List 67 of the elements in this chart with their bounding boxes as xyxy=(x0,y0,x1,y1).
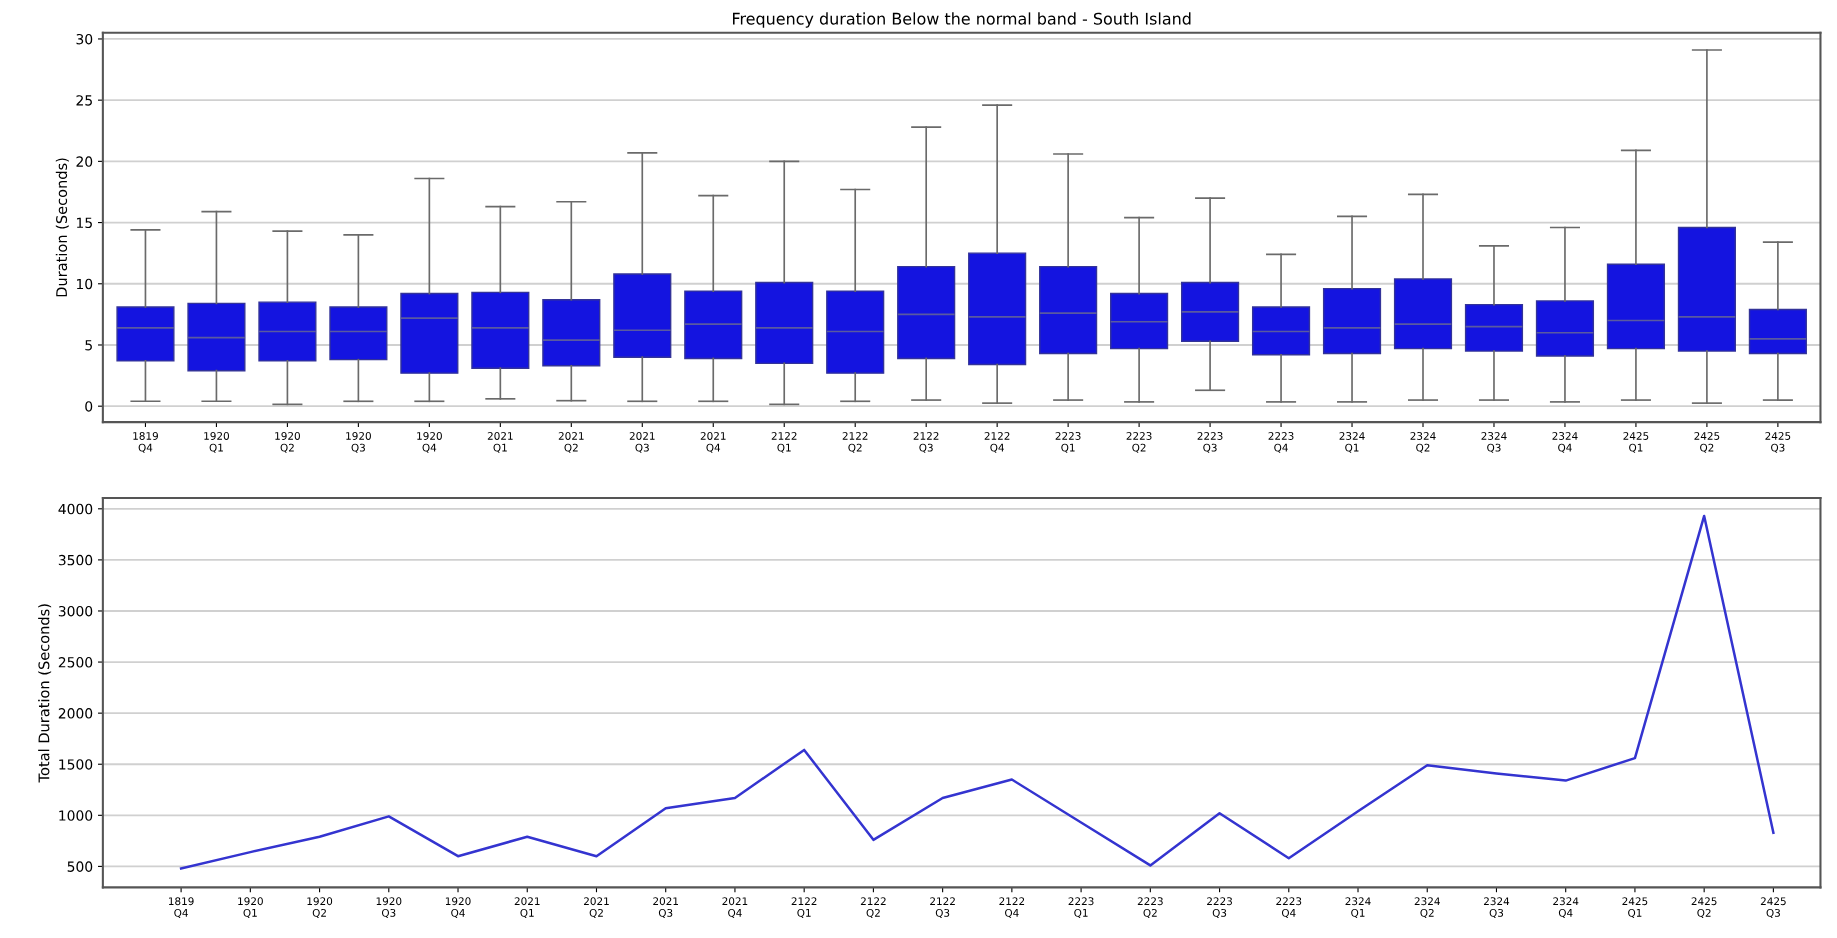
x-tick-label: 2021 Q3 xyxy=(653,897,678,918)
line-series xyxy=(179,514,1775,870)
x-tick-label: 2122 Q3 xyxy=(913,432,939,453)
y-tick-label: 2000 xyxy=(58,708,93,719)
x-tick-label: 2324 Q1 xyxy=(1339,432,1365,453)
x-tick-label: 2122 Q1 xyxy=(771,432,797,453)
y-tick-label: 25 xyxy=(76,95,92,106)
x-tick-label: 2122 Q2 xyxy=(860,897,886,918)
x-tick-label: 1920 Q1 xyxy=(238,897,263,918)
y-tick-label: 1000 xyxy=(59,810,93,821)
x-tick-label: 2223 Q4 xyxy=(1268,432,1294,453)
x-tick-label: 2324 Q2 xyxy=(1410,432,1436,453)
y-tick-label: 500 xyxy=(67,861,93,872)
x-tick-label: 1920 Q4 xyxy=(417,432,442,453)
y-tick-label: 30 xyxy=(76,33,93,45)
x-tick-label: 2122 Q2 xyxy=(842,432,868,453)
x-tick-label: 2425 Q2 xyxy=(1694,432,1720,453)
x-tick-label: 2021 Q4 xyxy=(722,897,748,918)
x-tick-label: 2122 Q4 xyxy=(984,432,1010,453)
y-axis-title: Total Duration (Seconds) xyxy=(38,604,52,783)
x-tick-label: 2223 Q1 xyxy=(1055,432,1081,453)
y-tick-label: 3500 xyxy=(58,554,93,566)
y-tick-label: 4000 xyxy=(58,503,93,515)
x-tick-label: 2425 Q3 xyxy=(1760,897,1786,918)
x-tick-label: 2425 Q3 xyxy=(1765,432,1791,453)
x-tick-label: 1920 Q3 xyxy=(376,897,402,918)
y-axis-title: Duration (Seconds) xyxy=(55,158,69,297)
y-tick-label: 10 xyxy=(77,278,93,290)
x-tick-label: 2021 Q1 xyxy=(487,432,513,453)
x-tick-label: 1920 Q2 xyxy=(307,897,333,918)
x-tick-label: 2021 Q4 xyxy=(700,432,726,453)
x-tick-label: 1920 Q1 xyxy=(204,432,229,453)
x-tick-label: 1920 Q3 xyxy=(346,432,371,453)
x-tick-label: 2324 Q4 xyxy=(1552,432,1578,453)
x-tick-label: 2324 Q3 xyxy=(1481,432,1507,453)
x-tick-label: 2223 Q3 xyxy=(1197,432,1223,453)
chart-title: Frequency duration Below the normal band - South Island xyxy=(733,12,1191,28)
x-tick-label: 1819 Q4 xyxy=(133,432,158,453)
x-tick-label: 2021 Q1 xyxy=(514,897,540,918)
x-tick-label: 2425 Q2 xyxy=(1691,897,1717,918)
x-tick-label: 2425 Q1 xyxy=(1622,897,1648,918)
x-tick-label: 2223 Q1 xyxy=(1068,897,1094,918)
x-tick-label: 2021 Q3 xyxy=(629,432,655,453)
x-tick-label: 2223 Q4 xyxy=(1276,897,1302,918)
x-tick-label: 2324 Q3 xyxy=(1483,897,1510,918)
y-tick-label: 1500 xyxy=(59,759,93,770)
x-tick-label: 2122 Q3 xyxy=(930,897,955,918)
x-tick-label: 2223 Q3 xyxy=(1207,897,1232,918)
x-tick-label: 2324 Q2 xyxy=(1414,897,1440,918)
x-tick-label: 1920 Q2 xyxy=(275,432,300,453)
x-tick-label: 2021 Q2 xyxy=(583,897,609,918)
y-tick-label: 15 xyxy=(77,217,92,229)
y-tick-label: 20 xyxy=(76,156,93,167)
x-tick-label: 2021 Q2 xyxy=(558,432,584,453)
x-tick-label: 2324 Q1 xyxy=(1345,897,1371,918)
x-tick-label: 1920 Q4 xyxy=(445,897,471,918)
y-tick-label: 2500 xyxy=(58,657,93,668)
y-tick-label: 5 xyxy=(85,340,92,351)
x-tick-label: 2223 Q2 xyxy=(1126,432,1152,453)
y-tick-label: 3000 xyxy=(58,605,93,617)
x-tick-label: 2425 Q1 xyxy=(1623,432,1649,453)
x-tick-label: 2122 Q1 xyxy=(791,897,817,918)
x-tick-label: 2324 Q4 xyxy=(1553,897,1579,918)
x-tick-label: 2122 Q4 xyxy=(999,897,1025,918)
y-tick-label: 0 xyxy=(85,401,93,412)
x-tick-label: 1819 Q4 xyxy=(168,897,194,918)
x-tick-label: 2223 Q2 xyxy=(1137,897,1163,918)
